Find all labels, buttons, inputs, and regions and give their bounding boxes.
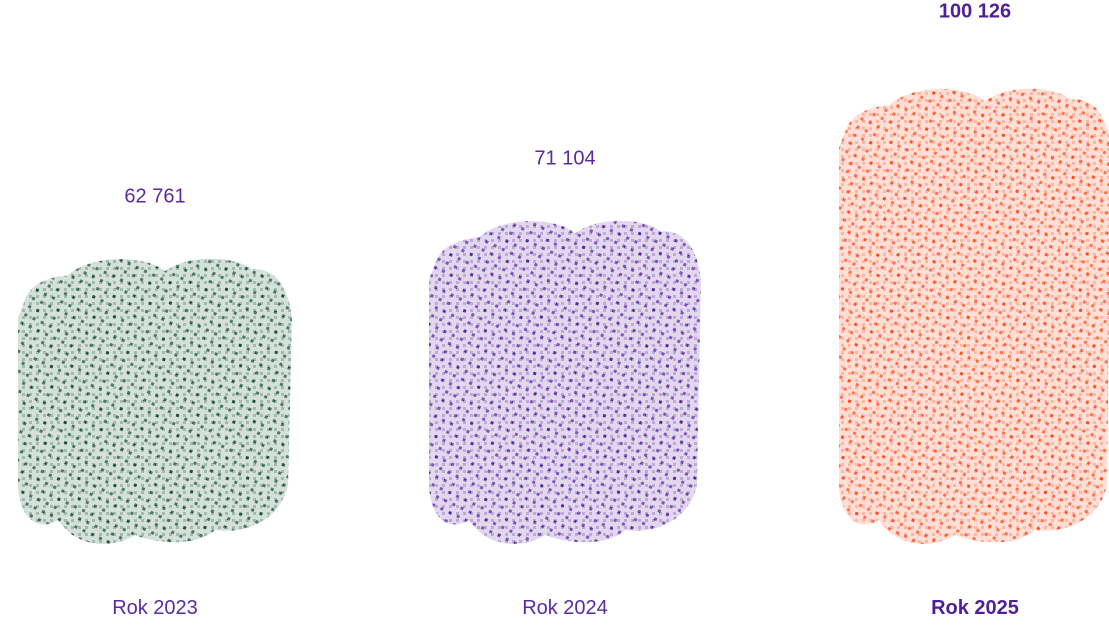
value-label: 62 761 (124, 185, 185, 207)
category-label: Rok 2023 (112, 597, 198, 619)
bar-rok-2024 (429, 220, 701, 545)
value-label: 100 126 (939, 0, 1011, 22)
bar-rok-2023 (18, 258, 292, 545)
value-label: 71 104 (534, 147, 595, 169)
category-label: Rok 2025 (931, 597, 1019, 619)
bar-rok-2025 (839, 88, 1109, 544)
category-label: Rok 2024 (522, 597, 608, 619)
